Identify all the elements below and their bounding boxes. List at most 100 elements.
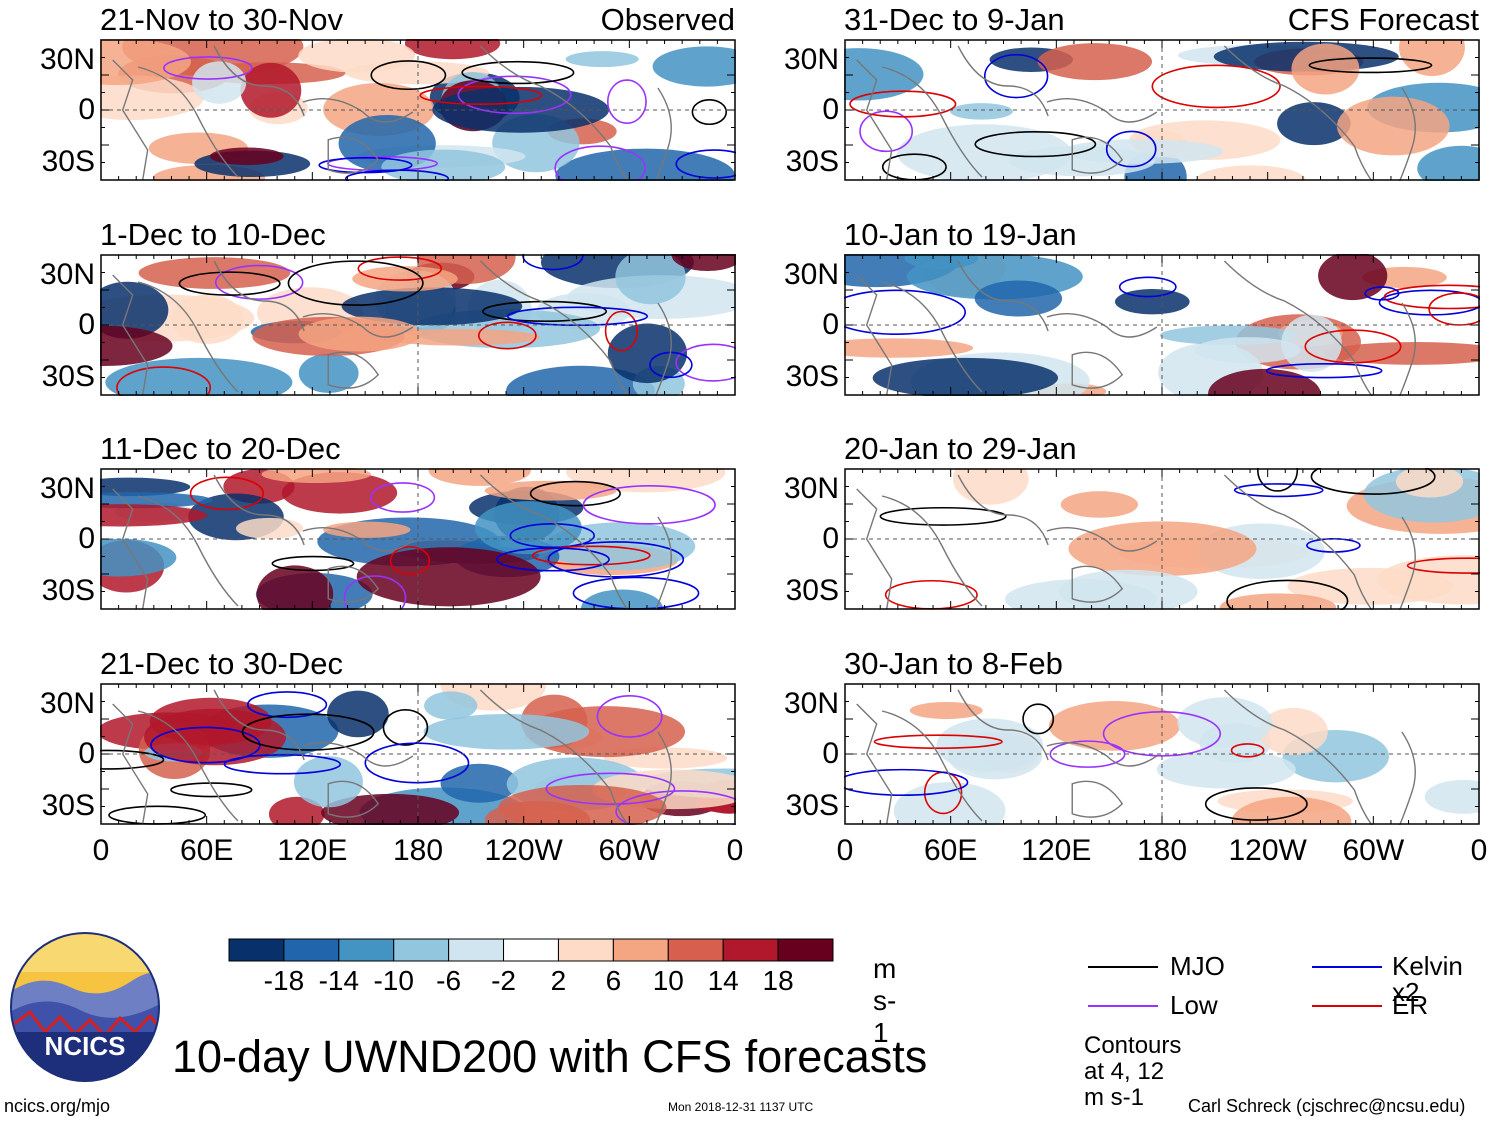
- coastlines: [112, 45, 672, 181]
- anomaly-blob: [1068, 521, 1257, 576]
- contour: [604, 310, 639, 352]
- anomaly-blob: [327, 690, 389, 738]
- contour: [879, 506, 1007, 526]
- legend-label: MJO: [1170, 951, 1225, 981]
- contour: [1226, 579, 1349, 610]
- anomaly-blob: [268, 796, 325, 825]
- footer-center: Mon 2018-12-31 1137 UTC: [668, 1100, 814, 1114]
- lon-label: 60W: [598, 834, 661, 867]
- anomaly-blob: [1060, 491, 1139, 518]
- panel-title: 20-Jan to 29-Jan: [844, 431, 1077, 466]
- panel-title: 21-Nov to 30-Nov: [100, 2, 343, 37]
- colorbar-segment: [667, 938, 724, 962]
- colorbar-segment: [228, 938, 285, 962]
- anomaly-blob: [607, 323, 688, 384]
- footer-left: ncics.org/mjo: [4, 1096, 111, 1116]
- contour: [271, 555, 355, 572]
- lat-label: 30N: [783, 258, 839, 291]
- lon-label: 60W: [1342, 834, 1405, 867]
- coastlines: [112, 474, 672, 610]
- contour: [596, 694, 663, 738]
- contour: [1022, 703, 1055, 735]
- lat-label: 30S: [41, 145, 95, 178]
- anomaly-blob: [356, 547, 541, 607]
- contour: [606, 79, 647, 125]
- anomaly-blob: [872, 357, 1059, 396]
- contour-note: Contours at 4, 12 m s-1: [1084, 1032, 1182, 1111]
- contour: [1364, 286, 1400, 301]
- colorbar-tick: 2: [550, 965, 567, 996]
- contour: [370, 482, 436, 513]
- panel-title: 1-Dec to 10-Dec: [100, 217, 326, 252]
- anomaly-blob: [428, 468, 531, 486]
- contour: [223, 753, 342, 775]
- anomaly-blob: [298, 316, 421, 352]
- contour: [1233, 483, 1324, 498]
- colorbar-tick: -14: [318, 965, 360, 996]
- anomaly-blob: [545, 522, 696, 571]
- anomaly-blob: [484, 800, 591, 825]
- lat-label: 0: [78, 93, 95, 126]
- contour: [419, 85, 543, 106]
- contour: [357, 256, 443, 281]
- anomaly-blob: [341, 287, 523, 326]
- contour: [150, 726, 261, 764]
- coastlines: [112, 689, 672, 825]
- lat-label: 30S: [41, 789, 95, 822]
- legend-line: [1312, 1005, 1382, 1007]
- contour: [170, 782, 253, 798]
- contour: [545, 772, 676, 805]
- contour: [1049, 740, 1126, 768]
- lat-label: 0: [822, 737, 839, 770]
- anomaly-blob: [1417, 145, 1480, 181]
- contour: [554, 145, 646, 181]
- contour: [343, 575, 407, 610]
- map-panel: [844, 468, 1480, 610]
- contour: [482, 300, 608, 323]
- colorbar-tick: -2: [491, 965, 516, 996]
- colorbar-tick: -6: [436, 965, 462, 996]
- colorbar-segment: [448, 938, 505, 962]
- anomaly-blob: [404, 39, 501, 60]
- anomaly-blob: [321, 793, 460, 825]
- lon-label: 180: [1136, 834, 1188, 867]
- contour: [1310, 468, 1436, 495]
- observed-label: Observed: [600, 2, 735, 37]
- map-panel: [100, 468, 736, 610]
- lat-label: 30N: [783, 687, 839, 720]
- contour: [461, 60, 575, 85]
- contour: [849, 90, 957, 118]
- contour: [477, 321, 537, 350]
- contour: [214, 264, 304, 300]
- anomaly-field: [844, 39, 1480, 181]
- lat-label: 30S: [785, 574, 839, 607]
- anomaly-blob: [1424, 779, 1480, 814]
- contour: [370, 60, 447, 91]
- anomaly-blob: [192, 61, 247, 104]
- anomaly-blob: [950, 103, 1013, 120]
- map-panel: [844, 683, 1480, 825]
- anomaly-blob: [1399, 39, 1465, 76]
- contour: [675, 343, 736, 382]
- anomaly-blob: [505, 365, 655, 396]
- anomaly-blob: [652, 46, 736, 87]
- anomaly-blob: [1231, 796, 1352, 825]
- main-title: 10-day UWND200 with CFS forecasts: [172, 1031, 928, 1082]
- anomaly-blob: [323, 521, 411, 538]
- footer-right: Carl Schreck (cjschrec@ncsu.edu): [1188, 1096, 1466, 1116]
- anomaly-field: [844, 254, 1480, 396]
- lat-label: 0: [822, 308, 839, 341]
- lat-label: 0: [822, 522, 839, 555]
- anomaly-blob: [909, 702, 983, 720]
- legend-line: [1088, 966, 1158, 968]
- colorbar-tick: -18: [263, 965, 305, 996]
- contour: [615, 790, 736, 825]
- contour: [1256, 468, 1299, 492]
- panel-title: 30-Jan to 8-Feb: [844, 646, 1063, 681]
- anomaly-blob: [1277, 102, 1351, 146]
- lon-label: 0: [1470, 834, 1488, 867]
- contour: [163, 56, 253, 80]
- coastlines: [112, 260, 672, 396]
- anomaly-blob: [100, 538, 177, 577]
- contour: [457, 75, 572, 115]
